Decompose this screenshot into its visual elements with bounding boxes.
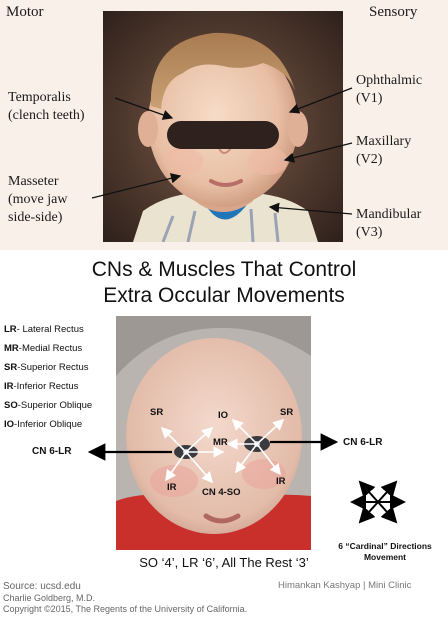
arrow-sr-right bbox=[256, 418, 285, 445]
arrow-maxillary bbox=[283, 142, 353, 163]
cn6-label-left: CN 6-LR bbox=[32, 446, 72, 457]
sr-label-left: SR bbox=[150, 407, 164, 418]
mnemonic-caption: SO ‘4’, LR ‘6’, All The Rest ‘3’ bbox=[139, 555, 309, 570]
top-arrows bbox=[91, 87, 353, 215]
arrow-ophthalmic bbox=[288, 87, 353, 114]
legend-item-mr: MR-Medial Rectus bbox=[4, 343, 83, 354]
arrow-ir-left bbox=[165, 451, 187, 482]
arrow-io-right bbox=[231, 418, 258, 445]
source-footer: Source: ucsd.edu Charlie Goldberg, M.D. … bbox=[3, 581, 248, 614]
motor-header: Motor bbox=[6, 4, 44, 20]
io-label: IO bbox=[218, 410, 229, 421]
cn4-so-label: CN 4-SO bbox=[202, 487, 241, 498]
arrow-mandibular bbox=[268, 202, 353, 215]
arrow-sr-left bbox=[160, 426, 187, 453]
ir-label-left: IR bbox=[167, 482, 177, 493]
masseter-label: Masseter (move jaw side-side) bbox=[8, 174, 68, 225]
cardinal-caption: 6 “Cardinal” Directions Movement bbox=[338, 541, 432, 562]
arrow-ir-right bbox=[256, 443, 281, 476]
legend-item-ir: IR-Inferior Rectus bbox=[4, 381, 79, 392]
ophthalmic-label: Ophthalmic (V1) bbox=[356, 73, 423, 106]
credit-footer: Himankan Kashyap | Mini Clinic bbox=[278, 580, 412, 591]
ir-label-right: IR bbox=[276, 476, 286, 487]
sr-label-right: SR bbox=[280, 407, 294, 418]
legend-item-lr: LR- Lateral Rectus bbox=[4, 324, 84, 335]
slide-title: CNs & Muscles That Control Extra Occular… bbox=[91, 258, 357, 307]
sensory-header: Sensory bbox=[369, 4, 418, 20]
arrow-io-left bbox=[185, 426, 214, 453]
cardinal-directions-icon bbox=[350, 480, 406, 524]
mandibular-label: Mandibular (V3) bbox=[356, 207, 422, 240]
legend-item-io: IO-Inferior Oblique bbox=[4, 419, 83, 430]
mr-label: MR bbox=[213, 437, 228, 448]
arrow-so-left bbox=[185, 451, 214, 484]
baby-eyes-photo bbox=[116, 316, 311, 550]
legend-item-so: SO-Superior Oblique bbox=[4, 400, 93, 411]
arrow-so-right bbox=[235, 443, 258, 474]
maxillary-label: Maxillary (V2) bbox=[356, 134, 412, 167]
legend-item-sr: SR-Superior Rectus bbox=[4, 362, 89, 373]
muscle-legend: LR- Lateral Rectus MR-Medial Rectus SR-S… bbox=[4, 323, 92, 431]
arrow-temporalis bbox=[114, 97, 174, 120]
arrow-masseter bbox=[91, 173, 182, 199]
temporalis-label: Temporalis (clench teeth) bbox=[8, 90, 85, 123]
cn6-label-right: CN 6-LR bbox=[343, 437, 383, 448]
